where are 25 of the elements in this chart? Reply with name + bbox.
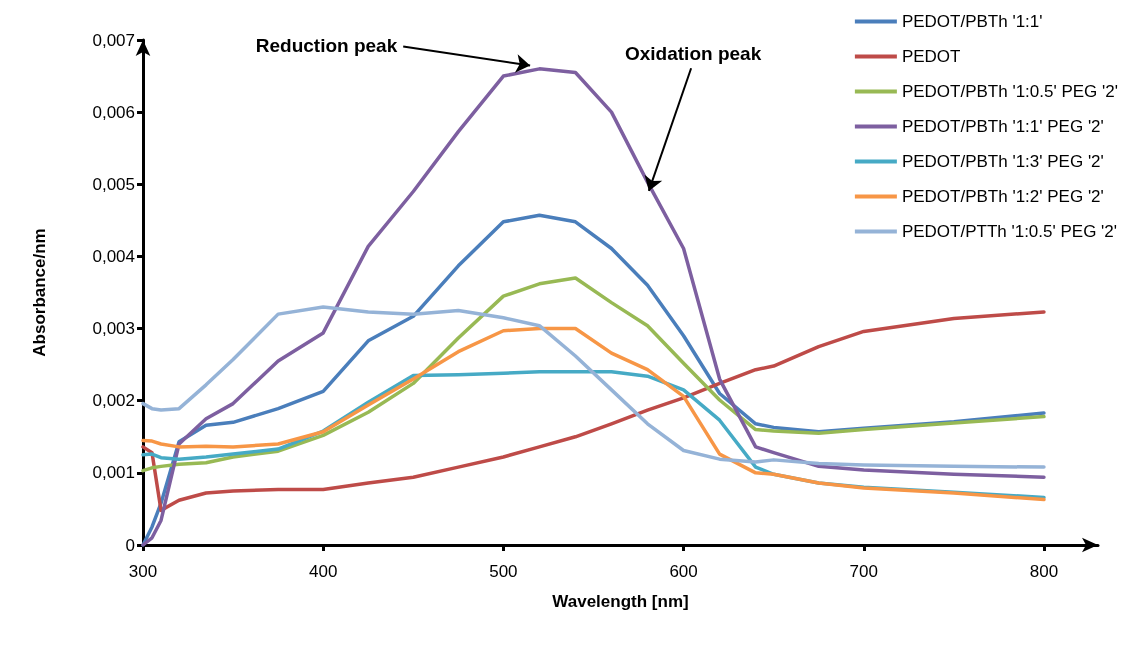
x-tick-label: 500 xyxy=(489,562,518,581)
x-axis-title: Wavelength [nm] xyxy=(552,592,689,611)
y-tick-label: 0,001 xyxy=(92,463,135,483)
y-tick-label: 0 xyxy=(125,535,135,555)
legend-label: PEDOT/PTTh '1:0.5' PEG '2' xyxy=(901,222,1118,241)
y-tick-label: 0,002 xyxy=(92,391,135,411)
annotation: Reduction peak xyxy=(255,35,398,57)
legend-label: PEDOT/PBTh '1:1' PEG '2' xyxy=(901,117,1104,136)
x-tick-label: 300 xyxy=(128,562,158,581)
y-tick-label: 0,004 xyxy=(92,246,135,266)
x-tick-label: 800 xyxy=(1029,562,1059,581)
y-tick-label: 0,006 xyxy=(92,102,135,122)
legend-label: PEDOT/PBTh '1:1' xyxy=(901,12,1043,31)
x-tick-label: 400 xyxy=(309,562,338,581)
annotation: Oxidation peak xyxy=(624,42,762,64)
y-tick-label: 0,007 xyxy=(92,30,135,50)
y-tick-label: 0,005 xyxy=(92,174,135,194)
x-tick-label: 700 xyxy=(849,562,878,581)
x-tick-label: 600 xyxy=(669,562,698,581)
legend-label: PEDOT xyxy=(901,47,961,66)
legend-label: PEDOT/PBTh '1:0.5' PEG '2' xyxy=(901,82,1119,101)
y-tick-label: 0,003 xyxy=(92,319,135,339)
legend-label: PEDOT/PBTh '1:3' PEG '2' xyxy=(901,152,1104,171)
y-axis-title: Absorbance/nm xyxy=(30,228,49,357)
legend-label: PEDOT/PBTh '1:2' PEG '2' xyxy=(901,187,1104,206)
